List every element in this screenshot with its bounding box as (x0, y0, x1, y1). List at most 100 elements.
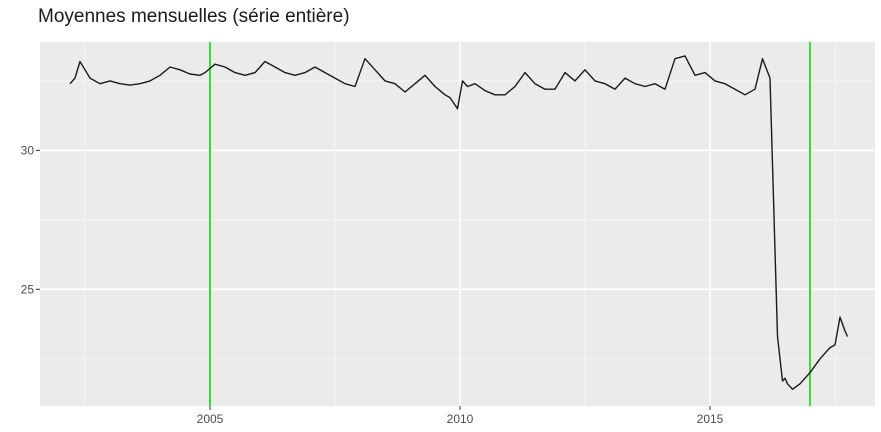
data-point (769, 77, 771, 79)
data-point (204, 71, 206, 73)
x-tick-label: 2005 (197, 412, 224, 426)
y-axis: 25 30 (21, 143, 40, 296)
data-point (594, 80, 596, 82)
data-point (189, 73, 191, 75)
data-point (839, 316, 841, 318)
data-point (781, 380, 783, 382)
data-point (384, 80, 386, 82)
data-point (754, 88, 756, 90)
data-point (654, 82, 656, 84)
data-point (109, 80, 111, 82)
data-point (724, 82, 726, 84)
data-point (761, 57, 763, 59)
data-point (414, 82, 416, 84)
data-point (84, 69, 86, 71)
data-point (274, 66, 276, 68)
data-point (846, 335, 848, 337)
x-tick-label: 2015 (697, 412, 724, 426)
data-point (504, 94, 506, 96)
data-point (314, 66, 316, 68)
series-line (69, 55, 849, 390)
data-point (466, 85, 468, 87)
data-point (149, 80, 151, 82)
data-point (494, 94, 496, 96)
data-point (159, 74, 161, 76)
data-point (574, 80, 576, 82)
data-point (484, 89, 486, 91)
data-point (364, 57, 366, 59)
data-point (99, 82, 101, 84)
y-tick-label: 25 (21, 282, 35, 296)
reference-lines (209, 42, 811, 406)
major-gridlines (40, 42, 875, 406)
data-point (474, 82, 476, 84)
data-point (584, 69, 586, 71)
data-point (734, 88, 736, 90)
data-point (199, 74, 201, 76)
data-point (776, 335, 778, 337)
data-point (829, 346, 831, 348)
data-point (744, 94, 746, 96)
data-point (74, 77, 76, 79)
data-point (354, 85, 356, 87)
data-point (169, 66, 171, 68)
data-point (674, 57, 676, 59)
data-point (234, 71, 236, 73)
data-point (89, 77, 91, 79)
data-point (434, 85, 436, 87)
y-tick-label: 30 (21, 143, 35, 157)
data-point (791, 388, 793, 390)
chart-title: Moyennes mensuelles (série entière) (38, 6, 350, 27)
data-point (714, 80, 716, 82)
data-point (444, 94, 446, 96)
data-point (564, 71, 566, 73)
data-point (224, 66, 226, 68)
data-point (404, 91, 406, 93)
plot-panel (40, 42, 875, 406)
data-point (139, 82, 141, 84)
data-point (554, 88, 556, 90)
data-point (784, 377, 786, 379)
data-point (604, 82, 606, 84)
data-point (344, 82, 346, 84)
data-point (664, 88, 666, 90)
data-point (809, 371, 811, 373)
data-point (304, 71, 306, 73)
data-point (334, 77, 336, 79)
data-point (394, 82, 396, 84)
data-point (254, 71, 256, 73)
data-point (614, 88, 616, 90)
data-point (634, 82, 636, 84)
data-point (704, 71, 706, 73)
data-point (684, 55, 686, 57)
data-point (461, 80, 463, 82)
x-axis: 2005 2010 2015 (197, 406, 724, 426)
data-point (449, 96, 451, 98)
x-tick-label: 2010 (447, 412, 474, 426)
data-point (324, 71, 326, 73)
data-point (524, 71, 526, 73)
data-point (374, 69, 376, 71)
data-point (244, 74, 246, 76)
data-point (624, 77, 626, 79)
data-point (79, 60, 81, 62)
data-point (456, 107, 458, 109)
data-point (819, 358, 821, 360)
data-point (179, 69, 181, 71)
data-point (544, 88, 546, 90)
data-point (69, 82, 71, 84)
data-point (264, 60, 266, 62)
data-point (694, 74, 696, 76)
data-point (786, 383, 788, 385)
data-point (294, 74, 296, 76)
data-point (424, 74, 426, 76)
data-point (514, 85, 516, 87)
data-point (129, 84, 131, 86)
data-point (119, 82, 121, 84)
data-point (284, 71, 286, 73)
data-point (799, 383, 801, 385)
data-point (834, 344, 836, 346)
data-point (844, 330, 846, 332)
data-point (644, 85, 646, 87)
